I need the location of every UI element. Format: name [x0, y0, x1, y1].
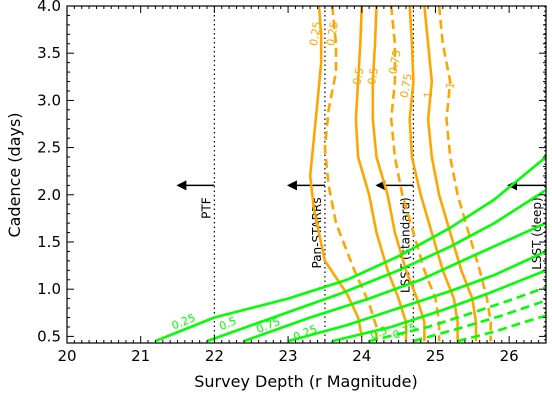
x-tick-label: 25: [426, 347, 445, 365]
contour-label: 0.5: [350, 66, 366, 85]
contour-label: 0.5: [365, 66, 381, 85]
orange-contour-line: [323, 6, 378, 342]
y-tick-label: 0.5: [37, 327, 61, 345]
contour-curves: [154, 6, 546, 343]
contour-label: 0.75: [398, 72, 415, 98]
orange-contour-line: [423, 6, 478, 342]
contour-label: 0.25: [324, 21, 341, 47]
survey-label: PTF: [199, 197, 213, 219]
contour-label: 1: [443, 81, 457, 90]
orange-contour-line: [308, 6, 364, 337]
x-tick-label: 21: [131, 347, 150, 365]
x-axis-label: Survey Depth (r Magnitude): [194, 372, 417, 391]
survey-label: LSST (deep): [530, 197, 544, 269]
green-contour-line: [413, 299, 546, 343]
orange-contour-line: [437, 6, 492, 342]
contour-label: 0.5: [217, 314, 238, 333]
green-contour-line: [368, 286, 546, 343]
contour-label: 0.75: [391, 321, 419, 342]
y-tick-label: 3.0: [37, 91, 61, 109]
contour-label: 0.75: [387, 49, 404, 75]
plot-frame: [66, 5, 547, 344]
green-contour-line: [154, 155, 546, 343]
x-tick-label: 26: [500, 347, 519, 365]
contour-label: 0.5: [368, 324, 389, 343]
survey-arrow-head: [176, 180, 187, 191]
survey-arrow-head: [286, 180, 297, 191]
green-contour-line: [331, 269, 546, 343]
y-tick-label: 2.0: [37, 186, 61, 204]
green-contour-line: [243, 221, 546, 343]
orange-contour-line: [389, 6, 441, 342]
x-tick-label: 23: [279, 347, 298, 365]
contour-labels: 0.25 0.250.50.50.750.75 110.25 0.5 0.75 0.25 0…: [170, 21, 458, 343]
y-tick-label: 3.5: [37, 44, 61, 62]
contour-label: 1: [421, 90, 435, 99]
y-axis-label: Cadence (days): [5, 112, 24, 237]
x-tick-label: 22: [205, 347, 224, 365]
survey-label: Pan-STARRs: [310, 197, 324, 268]
orange-contour-line: [371, 6, 426, 342]
y-tick-label: 2.5: [37, 139, 61, 157]
axis-ticks: 20 21 22 23 24 25 26 0.5 1.0 1.5 2.0 2.5 3.0 3.5 4.0: [37, 0, 546, 365]
y-tick-label: 1.5: [37, 233, 61, 251]
y-tick-label: 4.0: [37, 0, 61, 15]
y-tick-label: 1.0: [37, 280, 61, 298]
x-tick-label: 24: [352, 347, 371, 365]
green-contour-line: [206, 189, 546, 343]
green-contour-line: [457, 314, 546, 343]
x-tick-label: 20: [57, 347, 76, 365]
green-contour-line: [287, 250, 546, 343]
contour-label: 0.25: [307, 21, 324, 47]
